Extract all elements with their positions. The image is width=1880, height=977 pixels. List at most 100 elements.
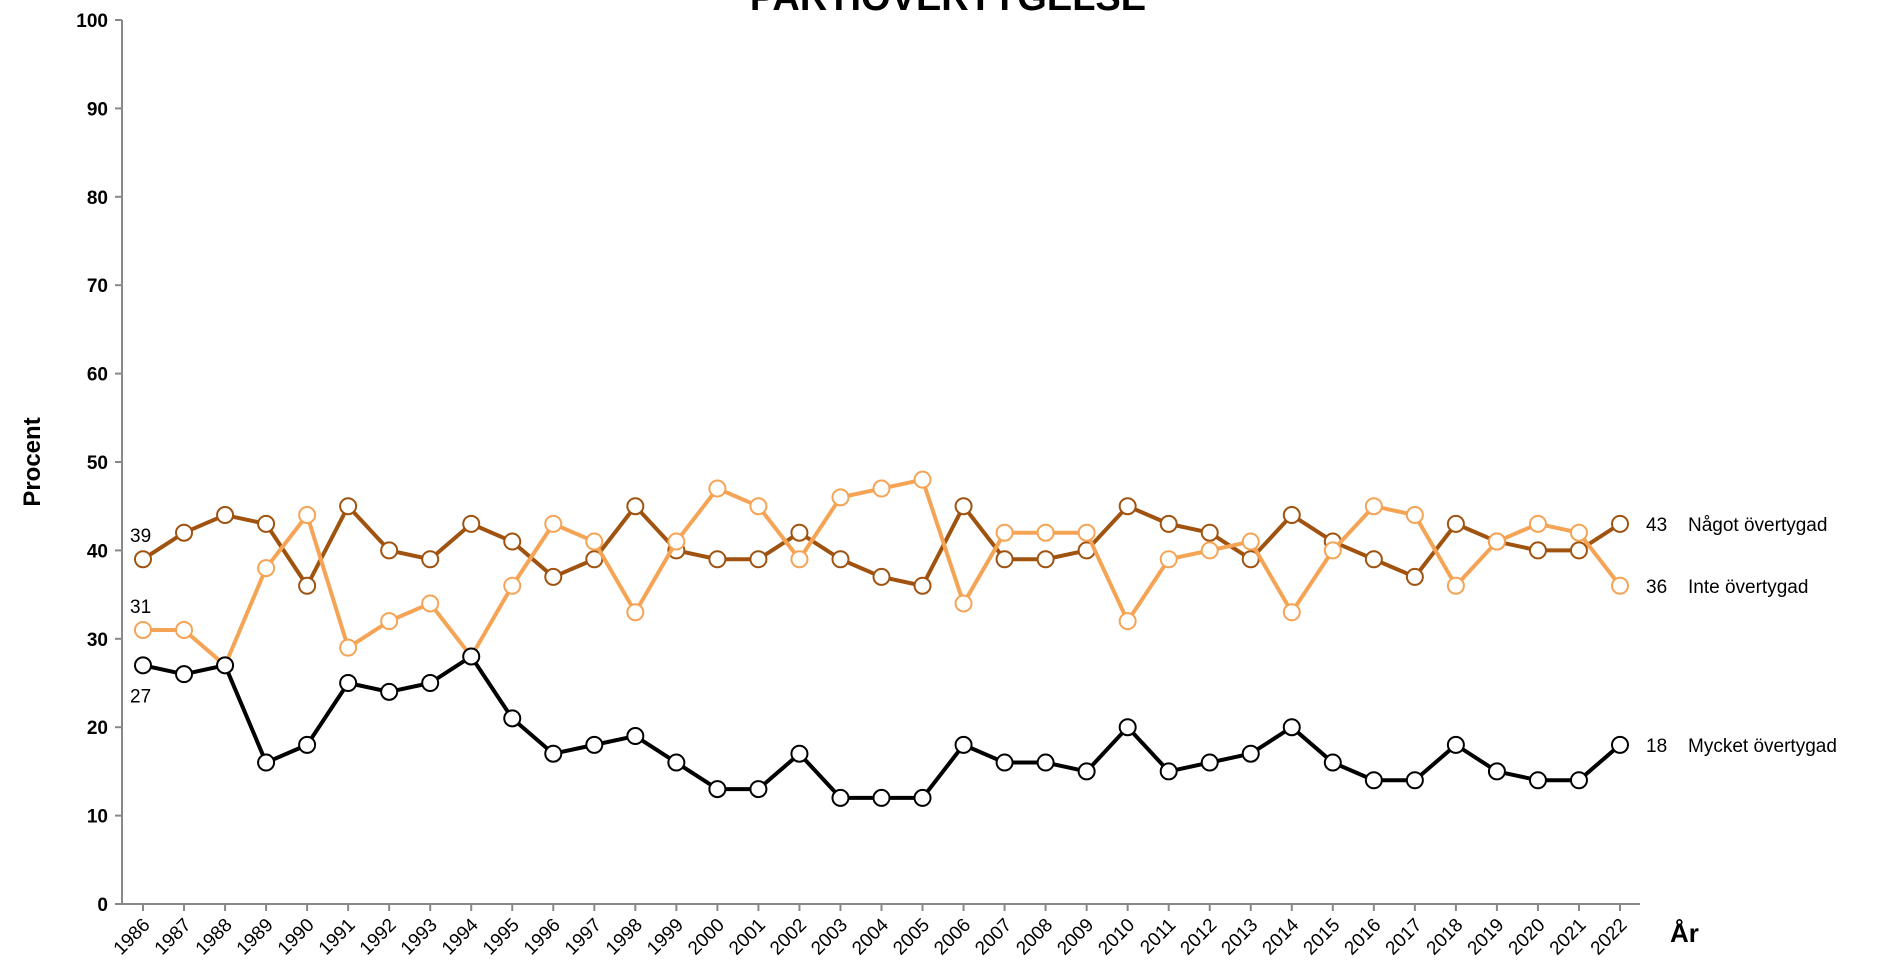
point <box>913 788 932 807</box>
point <box>667 753 686 772</box>
legend-label: Mycket övertygad <box>1688 736 1837 757</box>
point <box>995 550 1014 569</box>
series-line <box>142 654 1622 800</box>
y-tick-label: 30 <box>87 630 108 651</box>
data-label: 27 <box>130 686 151 707</box>
point <box>831 788 850 807</box>
x-tick-label: 2011 <box>1136 915 1180 959</box>
y-tick-label: 60 <box>87 365 108 386</box>
point <box>790 523 809 542</box>
point <box>1282 506 1301 525</box>
point <box>503 532 522 551</box>
point <box>1200 523 1219 542</box>
point <box>1118 497 1137 516</box>
x-tick-label: 2019 <box>1464 915 1509 960</box>
point <box>257 514 276 533</box>
point <box>175 620 194 639</box>
point <box>1405 771 1424 790</box>
point <box>1241 532 1260 551</box>
point <box>749 780 768 799</box>
point <box>1159 550 1178 569</box>
x-tick-label: 1998 <box>602 915 647 960</box>
point <box>1241 744 1260 763</box>
y-tick-label: 100 <box>76 11 108 32</box>
x-tick-label: 2006 <box>930 915 975 960</box>
point <box>1446 735 1465 754</box>
point <box>708 780 727 799</box>
point <box>1487 762 1506 781</box>
y-tick-label: 80 <box>87 188 108 209</box>
point <box>1036 523 1055 542</box>
x-tick-label: 1994 <box>438 914 483 959</box>
y-tick-label: 20 <box>87 718 108 739</box>
point <box>1282 718 1301 737</box>
point <box>1611 514 1629 533</box>
x-tick-label: 2022 <box>1587 915 1632 960</box>
point <box>831 550 850 569</box>
x-tick-label: 2001 <box>725 915 770 960</box>
data-label: 39 <box>130 526 151 547</box>
point <box>1611 735 1629 754</box>
x-tick-label: 1988 <box>192 915 237 960</box>
point <box>1487 532 1506 551</box>
point <box>1528 771 1547 790</box>
point <box>1282 603 1301 622</box>
x-tick-label: 2003 <box>807 915 852 960</box>
x-tick-label: 2016 <box>1341 915 1386 960</box>
point <box>708 550 727 569</box>
point <box>544 514 563 533</box>
point <box>1200 753 1219 772</box>
point <box>298 506 317 525</box>
point <box>421 550 440 569</box>
x-tick-label: 2000 <box>684 915 729 960</box>
point <box>790 550 809 569</box>
point <box>380 612 399 631</box>
point <box>1077 523 1096 542</box>
x-tick-label: 2012 <box>1177 915 1222 960</box>
point <box>1528 514 1547 533</box>
x-tick-label: 1992 <box>356 915 401 960</box>
point <box>1405 506 1424 525</box>
x-tick-label: 2014 <box>1259 914 1304 959</box>
point <box>1446 514 1465 533</box>
point <box>1611 576 1629 595</box>
point <box>1446 576 1465 595</box>
point <box>257 559 276 578</box>
x-tick-label: 2010 <box>1094 915 1139 960</box>
point <box>1118 612 1137 631</box>
point <box>421 594 440 613</box>
x-tick-label: 1991 <box>315 915 360 960</box>
point <box>1036 753 1055 772</box>
x-tick-label: 2007 <box>971 915 1016 960</box>
x-tick-label: 1999 <box>643 915 688 960</box>
y-axis-label: Procent <box>19 417 46 506</box>
x-tick-label: 2009 <box>1053 915 1098 960</box>
x-tick-label: 2018 <box>1423 915 1468 960</box>
point <box>749 550 768 569</box>
x-tick-label: 2005 <box>889 915 934 960</box>
point <box>544 567 563 586</box>
point <box>298 735 317 754</box>
point <box>1036 550 1055 569</box>
point <box>216 656 235 675</box>
y-tick-label: 10 <box>87 807 108 828</box>
legend-label: Något övertygad <box>1688 515 1827 536</box>
point <box>913 470 932 489</box>
point <box>339 638 358 657</box>
point <box>626 727 645 746</box>
x-tick-label: 2017 <box>1382 915 1427 960</box>
point <box>626 603 645 622</box>
point <box>1323 541 1342 560</box>
point <box>872 567 891 586</box>
point <box>544 744 563 763</box>
x-tick-label: 1997 <box>561 915 606 960</box>
x-tick-label: 1986 <box>110 915 155 960</box>
point <box>503 576 522 595</box>
point <box>1159 514 1178 533</box>
point <box>175 665 194 684</box>
data-label: 31 <box>130 597 151 618</box>
point <box>421 674 440 692</box>
point <box>1323 753 1342 772</box>
x-tick-label: 2021 <box>1546 915 1591 960</box>
